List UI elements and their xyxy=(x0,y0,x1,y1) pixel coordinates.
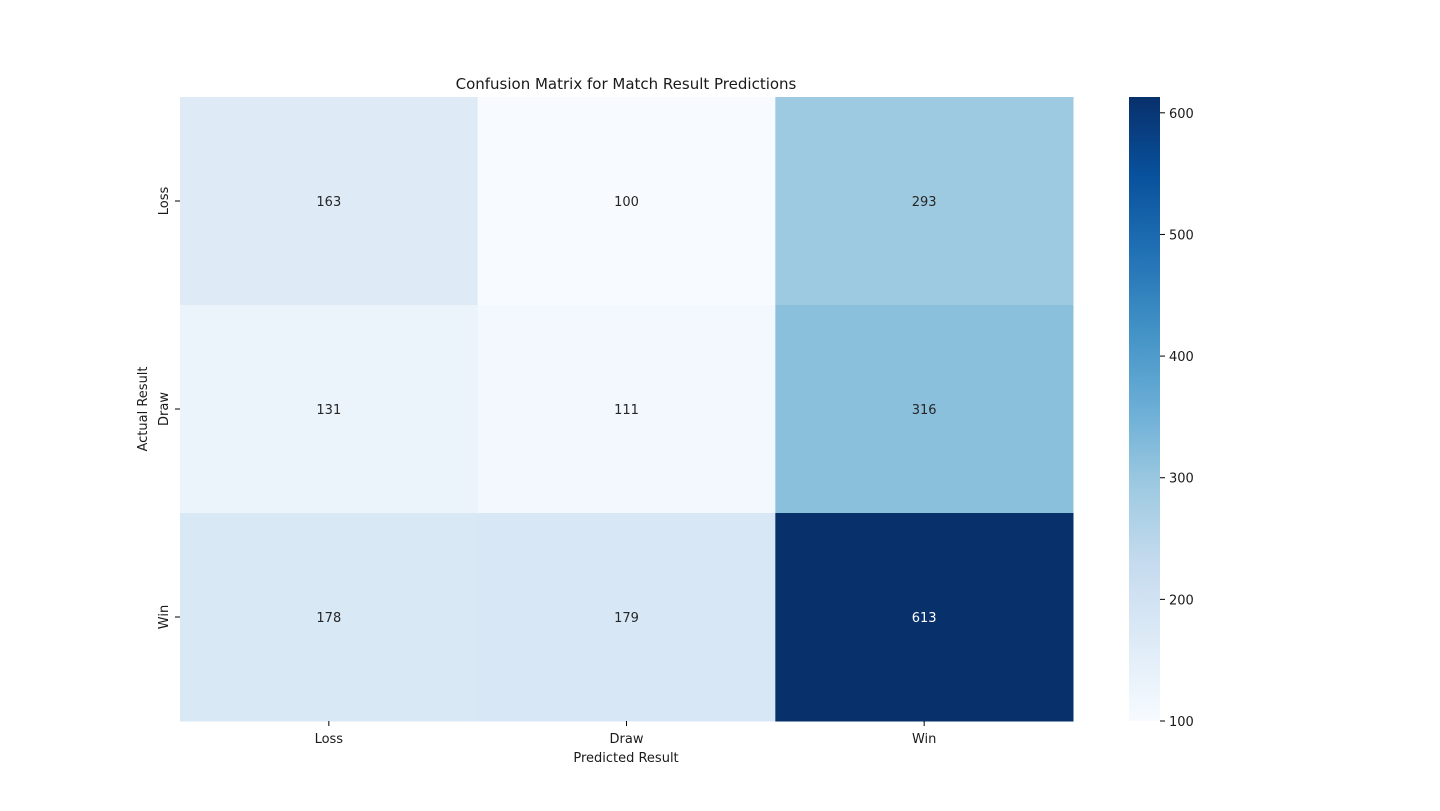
x-axis-ticks: Loss Draw Win xyxy=(315,721,936,747)
y-tick-label: Loss xyxy=(157,187,172,216)
heatmap-cell-loss-loss xyxy=(180,97,479,306)
x-tick-label: Win xyxy=(912,732,936,747)
x-tick-label: Loss xyxy=(315,732,344,747)
colorbar-tick-label: 400 xyxy=(1169,350,1194,365)
heatmap-cell-win-win xyxy=(775,513,1074,722)
cell-value-label: 111 xyxy=(614,403,639,418)
cell-value-label: 179 xyxy=(614,611,639,626)
heatmap-cells xyxy=(180,97,1074,722)
colorbar-ticks: 100 200 300 400 500 600 xyxy=(1160,107,1194,730)
cell-value-label: 316 xyxy=(912,403,937,418)
cell-value-label: 613 xyxy=(912,611,937,626)
y-tick-label: Win xyxy=(157,605,172,629)
colorbar xyxy=(1129,97,1160,721)
cell-value-label: 178 xyxy=(316,611,341,626)
x-tick-label: Draw xyxy=(610,732,644,747)
colorbar-tick-label: 200 xyxy=(1169,593,1194,608)
heatmap-cell-labels: 163 100 293 131 111 316 178 179 613 xyxy=(316,195,936,626)
heatmap-cell-draw-win xyxy=(775,305,1074,514)
heatmap-cell-draw-draw xyxy=(477,305,776,514)
x-axis-label: Predicted Result xyxy=(573,751,678,766)
colorbar-tick-label: 600 xyxy=(1169,107,1194,122)
heatmap-cell-win-draw xyxy=(477,513,776,722)
y-tick-label: Draw xyxy=(157,392,172,426)
colorbar-tick-label: 300 xyxy=(1169,472,1194,487)
heatmap-cell-loss-draw xyxy=(477,97,776,306)
y-axis-ticks: Loss Draw Win xyxy=(157,187,180,629)
chart-title: Confusion Matrix for Match Result Predic… xyxy=(456,75,797,93)
colorbar-tick-label: 500 xyxy=(1169,228,1194,243)
y-axis-label: Actual Result xyxy=(136,366,151,451)
heatmap-cell-win-loss xyxy=(180,513,479,722)
cell-value-label: 293 xyxy=(912,195,937,210)
heatmap-cell-draw-loss xyxy=(180,305,479,514)
cell-value-label: 163 xyxy=(316,195,341,210)
heatmap-cell-loss-win xyxy=(775,97,1074,306)
colorbar-tick-label: 100 xyxy=(1169,715,1194,730)
cell-value-label: 100 xyxy=(614,195,639,210)
cell-value-label: 131 xyxy=(316,403,341,418)
